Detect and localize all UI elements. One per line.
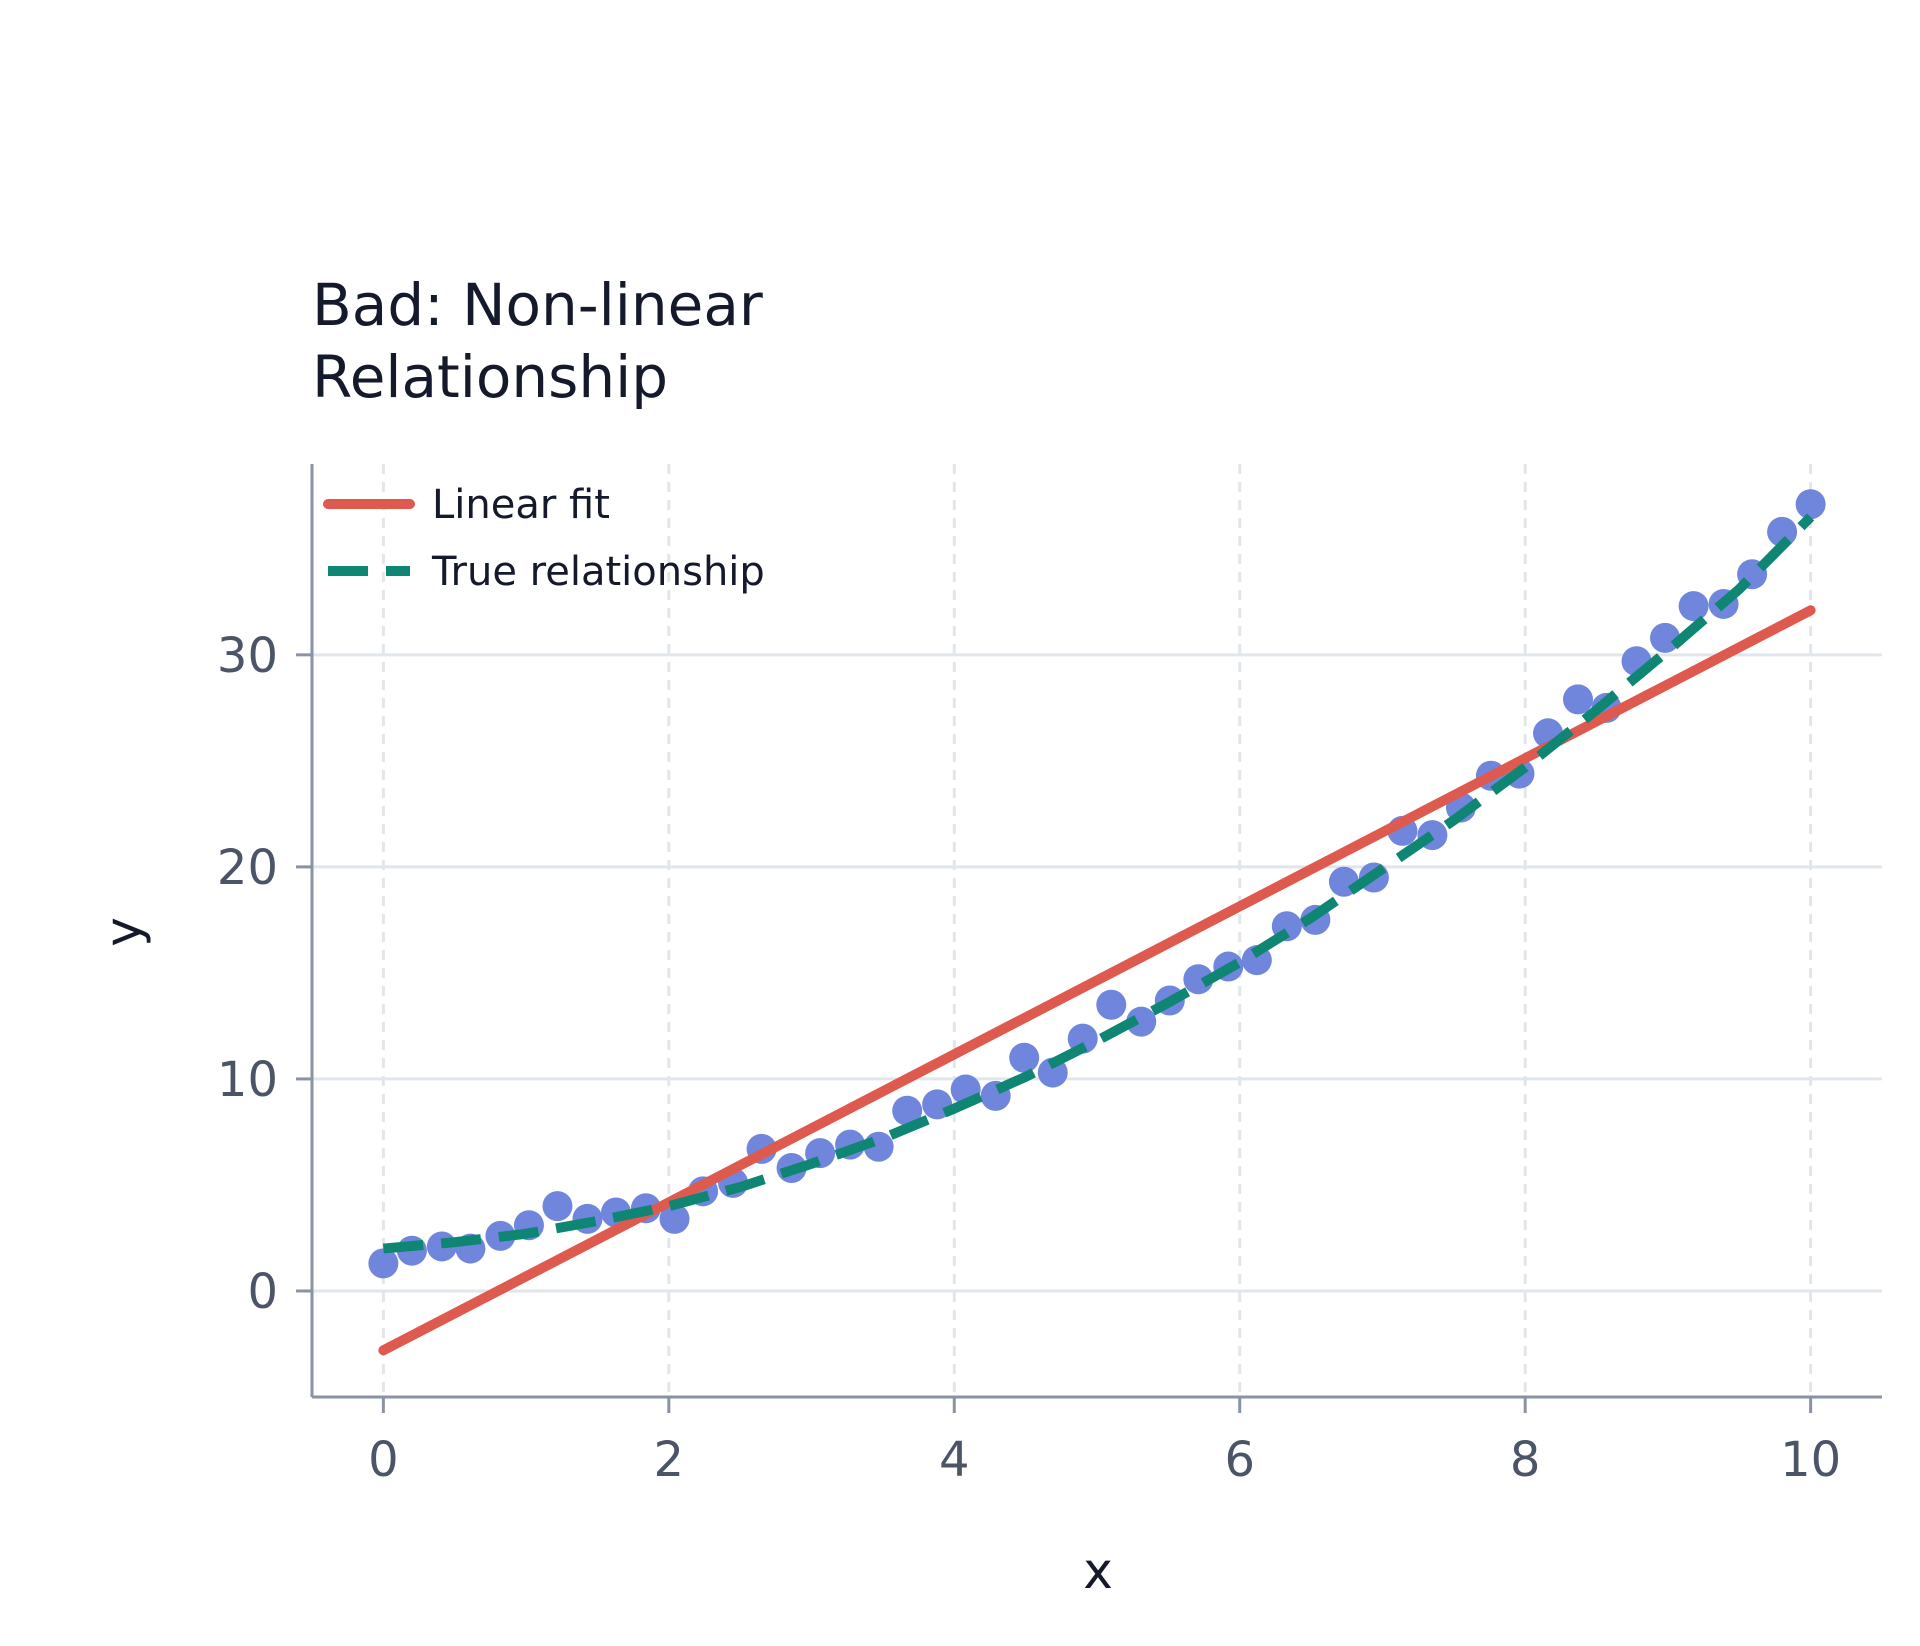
grid — [312, 464, 1882, 1397]
y-tick-label: 10 — [217, 1052, 278, 1108]
data-point — [1562, 684, 1593, 715]
x-tick-label: 10 — [1780, 1432, 1841, 1488]
y-tick-label: 0 — [247, 1264, 278, 1320]
data-point — [1037, 1057, 1068, 1088]
x-tick-label: 0 — [368, 1432, 399, 1488]
data-point — [1795, 489, 1826, 520]
data-point — [1009, 1042, 1040, 1073]
data-points — [368, 489, 1826, 1279]
data-point — [1096, 989, 1127, 1020]
y-tick-label: 30 — [217, 628, 278, 684]
x-tick-label: 6 — [1224, 1432, 1255, 1488]
data-point — [542, 1191, 573, 1222]
data-point — [1067, 1023, 1098, 1054]
data-point — [1767, 516, 1798, 547]
data-point — [368, 1248, 399, 1279]
legend: Linear fit True relationship — [323, 482, 765, 595]
linear-fit-line — [378, 605, 1816, 1356]
data-point — [1678, 591, 1709, 622]
axes — [310, 464, 1882, 1399]
x-tick-label: 2 — [654, 1432, 685, 1488]
x-tick-label: 8 — [1510, 1432, 1541, 1488]
data-point — [659, 1203, 690, 1234]
true-relationship-line — [382, 513, 1815, 1254]
data-point — [1650, 622, 1681, 653]
y-axis-label: y — [94, 917, 152, 947]
x-axis-label: x — [1083, 1542, 1113, 1600]
data-point — [892, 1095, 923, 1126]
x-tick-label: 4 — [939, 1432, 970, 1488]
chart-title-line-1: Bad: Non-linear — [312, 271, 763, 339]
series-lines — [378, 513, 1816, 1356]
y-tick-label: 20 — [217, 840, 278, 896]
data-point — [1126, 1006, 1157, 1037]
legend-label-linear-fit: Linear fit — [432, 482, 610, 528]
chart-title-line-2: Relationship — [312, 343, 668, 411]
legend-label-true-relationship: True relationship — [431, 549, 765, 595]
axis-ticks: 0 2 4 6 8 10 0 10 20 30 — [217, 628, 1841, 1488]
